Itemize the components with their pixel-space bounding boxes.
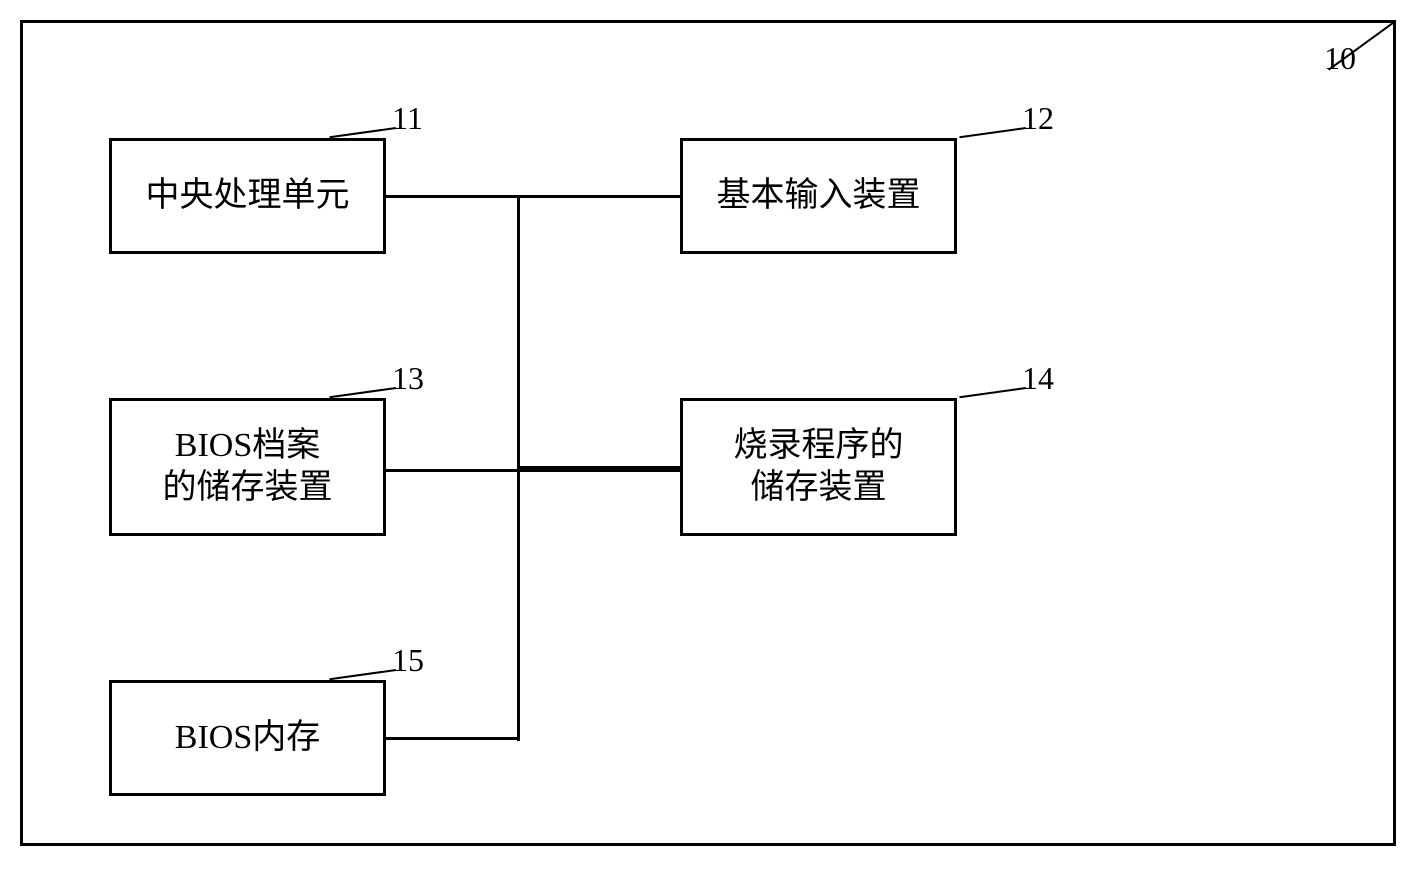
bus-h4: [518, 466, 680, 469]
node-burn-label: 烧录程序的 储存装置: [734, 425, 904, 510]
node-bios-mem: BIOS内存: [109, 680, 386, 796]
node-bios-file-label: BIOS档案 的储存装置: [163, 425, 333, 510]
node-burn: 烧录程序的 储存装置: [680, 398, 957, 536]
node-input: 基本输入装置: [680, 138, 957, 254]
label-15: 15: [392, 642, 424, 679]
bus-h1: [386, 195, 680, 198]
node-bios-mem-label: BIOS内存: [175, 717, 320, 760]
bus-h3: [386, 469, 680, 472]
diagram-canvas: 中央处理单元 基本输入装置 BIOS档案 的储存装置 烧录程序的 储存装置 BI…: [0, 0, 1416, 869]
node-input-label: 基本输入装置: [717, 175, 921, 218]
label-11: 11: [392, 100, 423, 137]
node-cpu: 中央处理单元: [109, 138, 386, 254]
label-10: 10: [1324, 40, 1356, 77]
label-12: 12: [1022, 100, 1054, 137]
label-14: 14: [1022, 360, 1054, 397]
bus-h5: [386, 737, 518, 740]
node-cpu-label: 中央处理单元: [146, 175, 350, 218]
node-bios-file: BIOS档案 的储存装置: [109, 398, 386, 536]
label-13: 13: [392, 360, 424, 397]
